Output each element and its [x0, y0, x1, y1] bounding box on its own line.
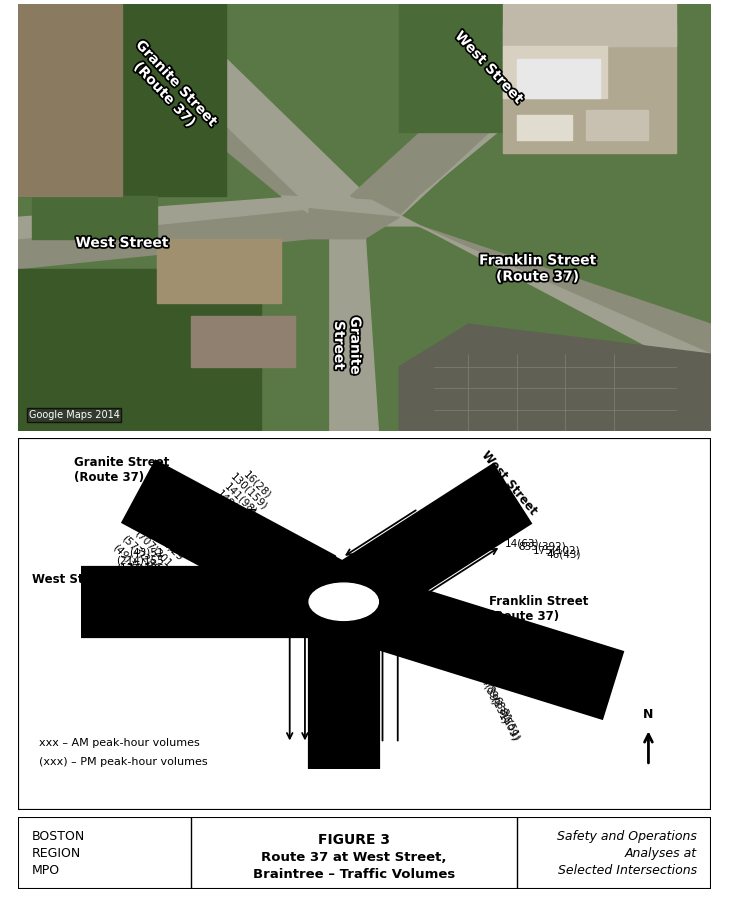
- Polygon shape: [330, 226, 364, 431]
- Text: (83)118: (83)118: [122, 572, 163, 582]
- Text: Granite Street
(Route 37): Granite Street (Route 37): [74, 456, 169, 484]
- Text: FIGURE 3: FIGURE 3: [318, 833, 390, 847]
- Text: West Street: West Street: [452, 29, 526, 107]
- Text: 31(51): 31(51): [498, 707, 522, 743]
- Polygon shape: [18, 196, 309, 239]
- Text: 148(78): 148(78): [214, 489, 250, 524]
- Text: (49)39: (49)39: [111, 542, 142, 574]
- Text: (43)51: (43)51: [129, 547, 163, 557]
- Text: Franklin Street
(Route 37): Franklin Street (Route 37): [479, 253, 596, 284]
- Text: 835(392): 835(392): [518, 542, 566, 552]
- Text: (214)155: (214)155: [116, 555, 163, 566]
- Text: Franklin Street
(Route 37): Franklin Street (Route 37): [489, 595, 588, 623]
- Text: (177)106: (177)106: [116, 564, 163, 574]
- Bar: [503, 25, 677, 154]
- Text: 141(98): 141(98): [222, 481, 259, 517]
- Polygon shape: [351, 25, 607, 217]
- Text: (573)288: (573)288: [120, 533, 160, 574]
- Text: 130(159): 130(159): [228, 471, 269, 513]
- Polygon shape: [330, 226, 378, 431]
- Text: 16(28): 16(28): [241, 470, 273, 501]
- Text: West Street: West Street: [32, 573, 111, 585]
- Polygon shape: [122, 25, 371, 226]
- Text: BOSTON
REGION
MPO: BOSTON REGION MPO: [32, 830, 85, 876]
- Text: Granite
Street: Granite Street: [332, 316, 362, 374]
- Bar: [517, 59, 600, 98]
- Polygon shape: [18, 208, 309, 269]
- Text: 14(39): 14(39): [476, 672, 499, 708]
- Bar: [586, 110, 649, 140]
- Bar: [18, 4, 122, 196]
- Bar: [32, 196, 157, 239]
- Text: West Street: West Street: [76, 236, 168, 250]
- Text: (xxx) – PM peak-hour volumes: (xxx) – PM peak-hour volumes: [39, 757, 208, 767]
- Polygon shape: [281, 196, 420, 226]
- Text: Granite Street
(Route 37): Granite Street (Route 37): [121, 38, 220, 140]
- Text: (707)201: (707)201: [133, 528, 174, 569]
- Bar: [399, 4, 572, 132]
- Polygon shape: [399, 324, 711, 431]
- Bar: [503, 47, 607, 98]
- Text: 175(102): 175(102): [533, 546, 580, 556]
- Text: Granite
Street: Granite Street: [319, 742, 369, 770]
- Polygon shape: [399, 25, 628, 217]
- Circle shape: [309, 583, 378, 621]
- Text: 688(509): 688(509): [491, 695, 520, 743]
- Text: Route 37 at West Street,
Braintree – Traffic Volumes: Route 37 at West Street, Braintree – Tra…: [253, 851, 455, 881]
- Text: Safety and Operations
Analyses at
Selected Intersections: Safety and Operations Analyses at Select…: [557, 830, 697, 876]
- Text: West Street: West Street: [479, 449, 540, 518]
- Bar: [191, 315, 295, 367]
- Bar: [517, 115, 572, 140]
- Polygon shape: [74, 25, 330, 226]
- Text: (111)29: (111)29: [149, 526, 184, 562]
- Text: 46(43): 46(43): [547, 550, 581, 559]
- Bar: [18, 269, 261, 431]
- Bar: [157, 239, 281, 303]
- Polygon shape: [309, 208, 399, 239]
- Bar: [18, 4, 226, 196]
- Text: N: N: [643, 708, 654, 721]
- Text: 89(131): 89(131): [483, 683, 510, 725]
- Polygon shape: [378, 208, 711, 354]
- Polygon shape: [420, 226, 711, 380]
- Text: 14(63): 14(63): [504, 538, 539, 548]
- Bar: [503, 4, 677, 47]
- Text: xxx – AM peak-hour volumes: xxx – AM peak-hour volumes: [39, 738, 200, 748]
- Text: Google Maps 2014: Google Maps 2014: [28, 410, 120, 420]
